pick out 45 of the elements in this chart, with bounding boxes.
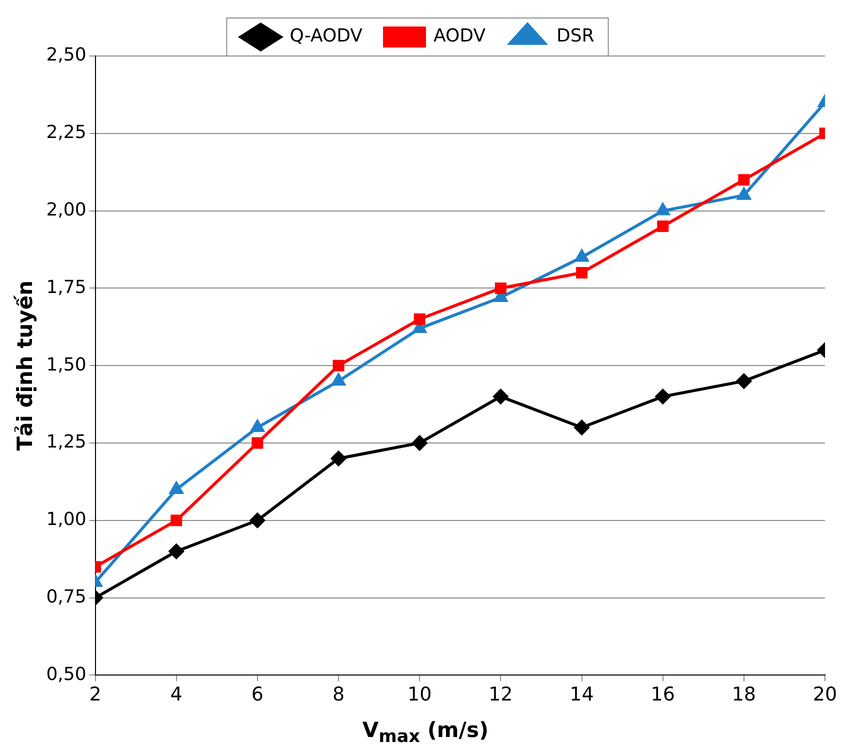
point [412,436,428,450]
y-tick-label: 1,75 [46,276,86,298]
y-tick-label: 1,00 [46,509,86,530]
point [493,389,508,404]
point [655,389,670,404]
x-tick-label: 8 [332,684,345,706]
y-axis-title: Tải định tuyến [13,280,38,451]
point [494,282,506,294]
x-tick-label: 10 [408,684,432,706]
point [331,450,346,466]
point [252,437,264,449]
point [168,544,184,559]
y-tick-label: 0,50 [46,664,86,685]
point [250,512,265,528]
x-tick-label: 20 [812,684,838,706]
x-axis-title: V$_{max}$ (m/s) [361,718,490,748]
x-tick-label: 18 [732,684,756,706]
point [738,174,750,186]
point [332,360,344,372]
point [574,420,590,436]
point [332,374,346,386]
y-tick-label: 1,50 [46,354,86,376]
y-tick-label: 2,00 [46,199,86,220]
point [737,188,751,200]
x-tick-label: 6 [251,684,264,706]
x-tick-label: 14 [570,684,594,706]
x-tick-label: 2 [89,684,102,706]
point [657,220,669,232]
y-tick-label: 0,75 [46,586,86,608]
y-tick-label: 2,25 [46,122,86,144]
point [170,514,182,526]
point [736,374,752,389]
x-tick-label: 16 [650,684,675,706]
y-tick-label: 2,50 [46,44,86,66]
point [576,266,588,278]
point [575,250,588,262]
y-tick-label: 1,25 [46,432,86,453]
legend-label: DSR [556,26,594,47]
point [250,420,264,432]
x-tick-label: 12 [488,684,513,706]
legend-label: AODV [433,26,486,47]
point [656,203,670,216]
x-tick-label: 4 [170,684,182,706]
point [414,313,426,325]
legend-label: Q-AODV [290,26,364,47]
